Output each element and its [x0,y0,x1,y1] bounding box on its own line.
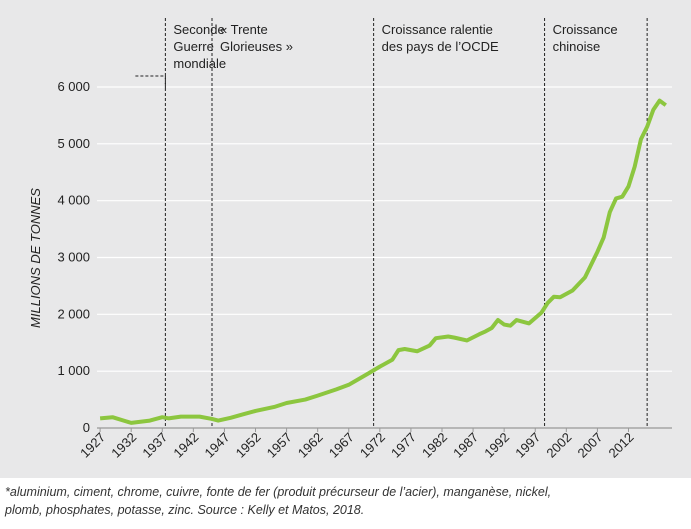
panel [0,0,691,478]
y-axis-label: MILLIONS DE TONNES [28,188,43,328]
footnote: plomb, phosphates, potasse, zinc. Source… [4,503,364,517]
y-tick-label: 3 000 [57,250,90,265]
period-label: mondiale [173,56,226,71]
period-label: des pays de l’OCDE [382,39,499,54]
period-label: chinoise [553,39,601,54]
period-label: Croissance ralentie [382,22,493,37]
period-label: Guerre [173,39,213,54]
y-tick-label: 4 000 [57,193,90,208]
y-tick-label: 6 000 [57,79,90,94]
period-label: « Trente [220,22,268,37]
y-tick-label: 0 [83,420,90,435]
period-label: Seconde [173,22,224,37]
data-line [99,98,667,425]
y-tick-label: 5 000 [57,136,90,151]
y-tick-label: 1 000 [57,363,90,378]
period-label: Glorieuses » [220,39,293,54]
label-box [135,75,166,88]
period-label: Croissance [553,22,618,37]
y-tick-label: 2 000 [57,306,90,321]
footnote: *aluminium, ciment, chrome, cuivre, font… [5,485,551,499]
